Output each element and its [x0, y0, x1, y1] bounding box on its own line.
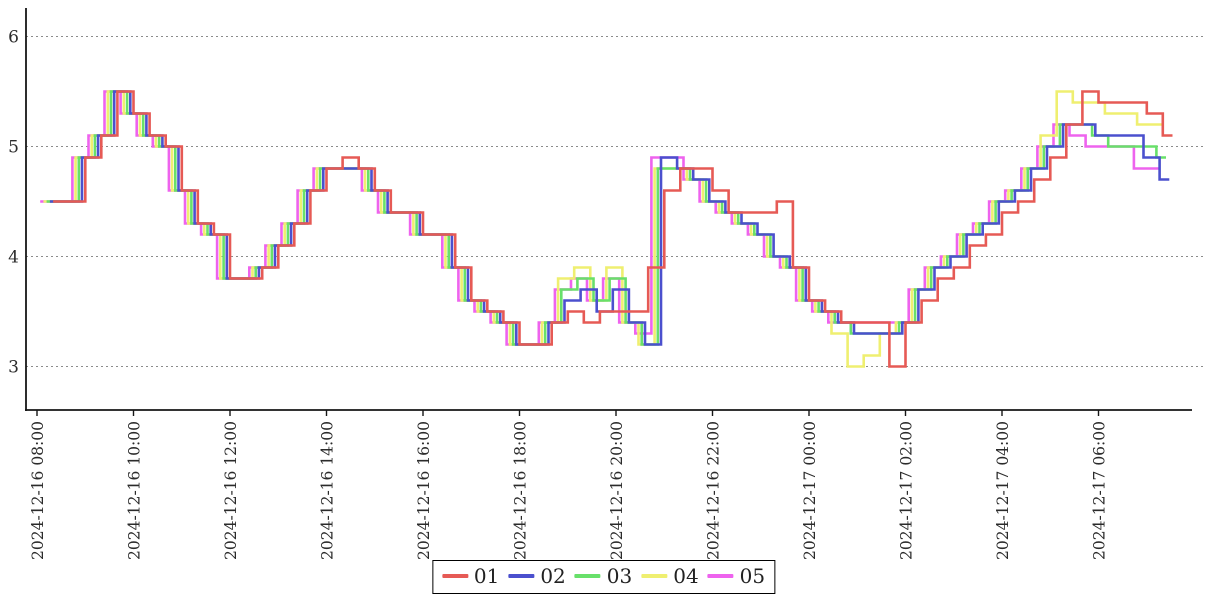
legend-swatch-05 [707, 574, 734, 578]
x-tick-label: 2024-12-16 08:00 [29, 421, 47, 560]
x-tick-label: 2024-12-16 16:00 [415, 421, 433, 560]
legend-item-02: 02 [508, 564, 566, 588]
legend-item-03: 03 [574, 564, 633, 588]
series-01-line [53, 90, 1173, 368]
x-tick-label: 2024-12-17 06:00 [1091, 421, 1109, 560]
legend-label-01: 01 [473, 564, 500, 588]
x-tick-label: 2024-12-17 00:00 [801, 421, 819, 560]
legend-label-03: 03 [606, 564, 633, 588]
legend: 01 02 03 04 05 [431, 560, 776, 594]
y-tick-label-3: 3 [8, 358, 19, 378]
x-tick-label: 2024-12-16 20:00 [608, 421, 626, 560]
y-tick-label-6: 6 [8, 28, 19, 48]
legend-item-05: 05 [707, 564, 766, 588]
legend-label-04: 04 [673, 564, 699, 588]
y-tick-label-5: 5 [8, 138, 19, 158]
legend-swatch-01 [441, 574, 468, 578]
legend-label-05: 05 [739, 564, 766, 588]
x-tick-label: 2024-12-16 12:00 [222, 421, 240, 560]
legend-item-01: 01 [441, 564, 500, 588]
x-tick-label: 2024-12-16 22:00 [705, 421, 723, 560]
legend-label-02: 02 [540, 564, 566, 588]
x-tick-label: 2024-12-16 18:00 [512, 421, 530, 560]
legend-item-04: 04 [641, 564, 699, 588]
x-tick-label: 2024-12-17 04:00 [994, 421, 1012, 560]
legend-swatch-03 [574, 574, 601, 578]
x-tick-label: 2024-12-16 10:00 [126, 421, 144, 560]
legend-swatch-02 [508, 574, 535, 578]
x-tick-label: 2024-12-17 02:00 [898, 421, 916, 560]
x-tick-label: 2024-12-16 14:00 [319, 421, 337, 560]
legend-swatch-04 [641, 574, 668, 578]
y-tick-label-4: 4 [8, 248, 19, 268]
